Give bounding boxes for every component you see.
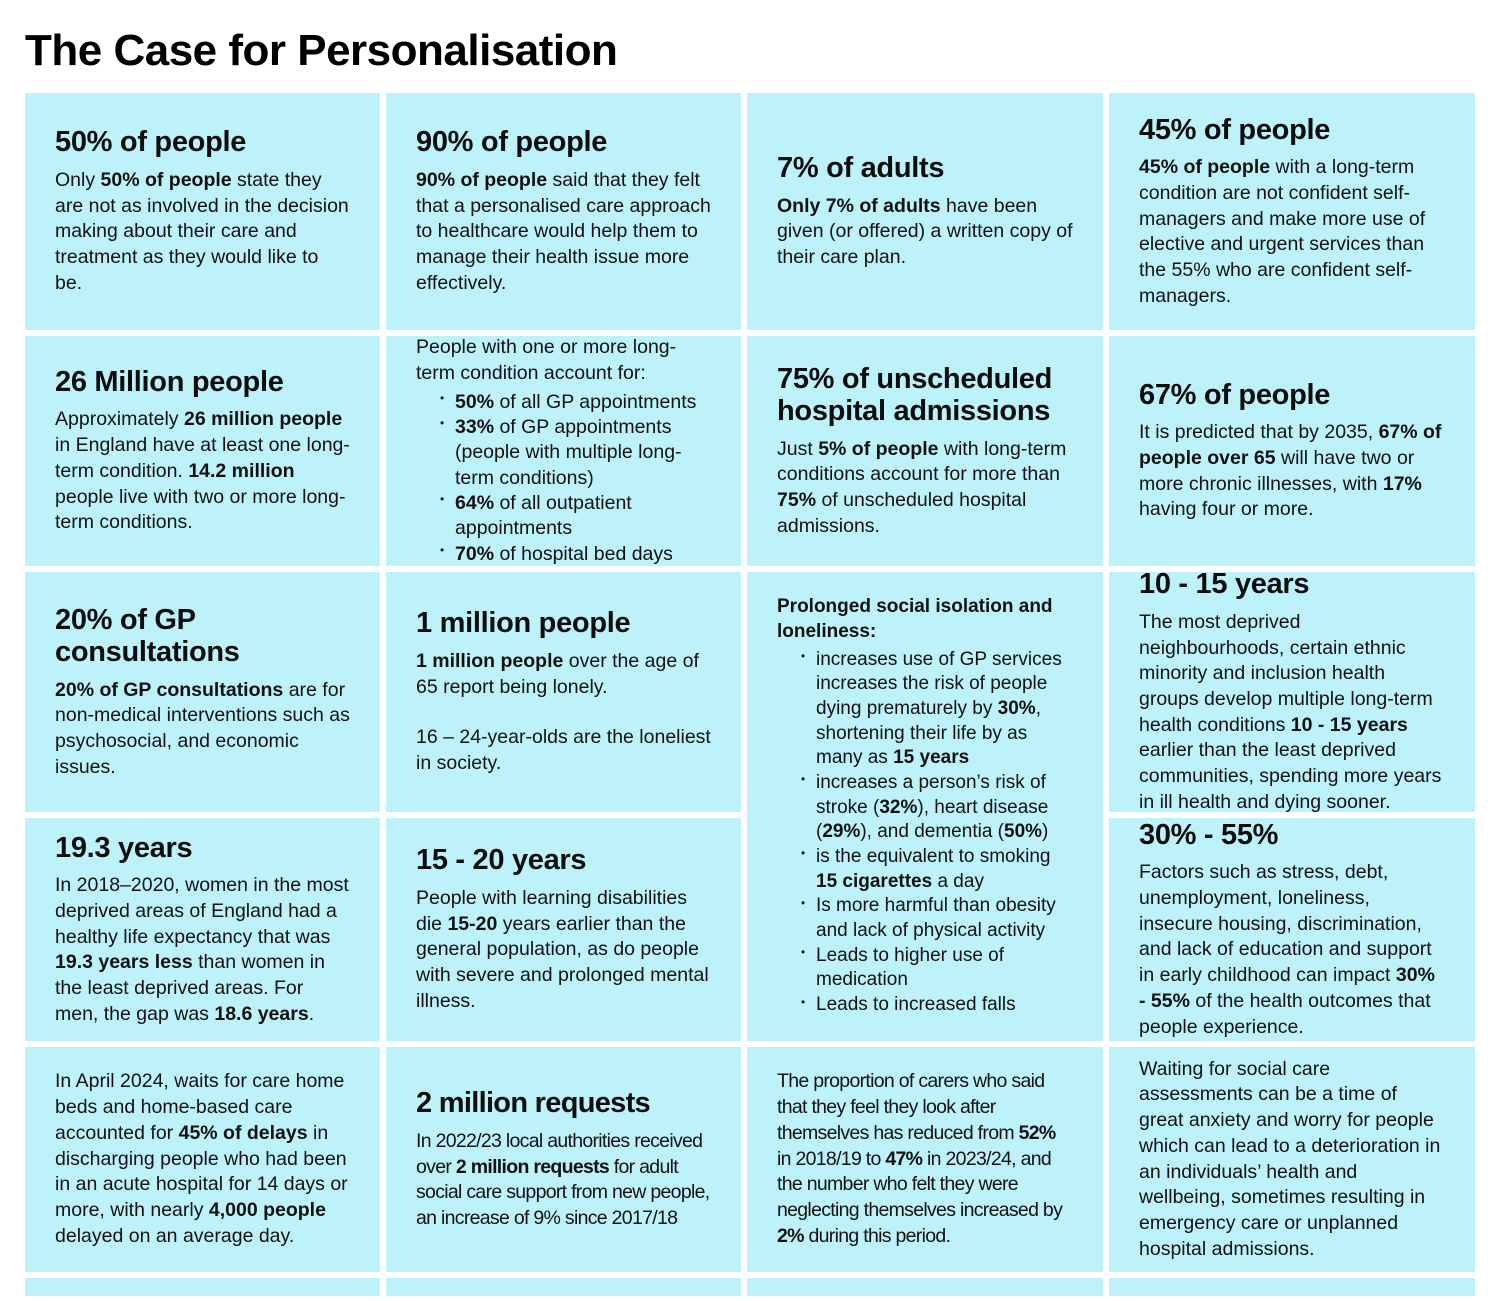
card-heading: 2 million requests bbox=[416, 1087, 651, 1120]
card-body: The most deprived neighbourhoods, certai… bbox=[1139, 610, 1442, 812]
bullet-item: 33% of GP appointments (people with mult… bbox=[440, 415, 711, 491]
card-body: Factors such as stress, debt, unemployme… bbox=[1139, 861, 1435, 1038]
card-20-percent-gp-consultations: 20% of GP consultations 20% of GP consul… bbox=[25, 572, 380, 812]
card-7-percent-of-adults: 7% of adults Only 7% of adults have been… bbox=[747, 93, 1103, 330]
cutoff-card-strip bbox=[1109, 1278, 1475, 1296]
card-heading: 10 - 15 years bbox=[1139, 572, 1310, 601]
card-30-55-percent: 30% - 55% Factors such as stress, debt, … bbox=[1109, 818, 1475, 1041]
card-body: 20% of GP consultations are for non-medi… bbox=[55, 678, 350, 778]
card-body: Just 5% of people with long-term conditi… bbox=[777, 437, 1067, 537]
card-body: 16 – 24-year-olds are the loneliest in s… bbox=[416, 726, 711, 774]
card-body: 45% of people with a long-term condition… bbox=[1139, 156, 1426, 307]
cutoff-card-strip bbox=[25, 1278, 380, 1296]
card-15-20-years: 15 - 20 years People with learning disab… bbox=[386, 818, 741, 1041]
card-heading: 50% of people bbox=[55, 126, 247, 159]
card-body: 1 million people over the age of 65 repo… bbox=[416, 649, 699, 698]
card-heading: 15 - 20 years bbox=[416, 844, 587, 877]
card-body: The proportion of carers who said that t… bbox=[777, 1070, 1063, 1247]
bullet-item: increases use of GP services increases t… bbox=[801, 648, 1073, 771]
card-heading: 7% of adults bbox=[777, 152, 945, 185]
card-45-percent-of-people: 45% of people 45% of people with a long-… bbox=[1109, 93, 1475, 330]
bullet-item: 70% of hospital bed days bbox=[440, 542, 711, 566]
card-67-percent-of-people: 67% of people It is predicted that by 20… bbox=[1109, 336, 1475, 566]
bullet-list: increases use of GP services increases t… bbox=[777, 648, 1073, 1018]
card-body: Only 50% of people state they are not as… bbox=[55, 168, 349, 294]
card-heading: 45% of people bbox=[1139, 113, 1331, 146]
card-long-term-condition-account: People with one or more long-term condit… bbox=[386, 336, 741, 566]
bullet-item: Leads to higher use of medication bbox=[801, 944, 1073, 993]
card-body: In April 2024, waits for care home beds … bbox=[55, 1070, 348, 1247]
card-10-15-years: 10 - 15 years The most deprived neighbou… bbox=[1109, 572, 1475, 812]
card-body: Only 7% of adults have been given (or of… bbox=[777, 194, 1073, 269]
card-april-2024-discharge-delays: In April 2024, waits for care home beds … bbox=[25, 1047, 380, 1272]
stat-card-grid: 50% of people Only 50% of people state t… bbox=[25, 93, 1475, 1296]
card-intro: People with one or more long-term condit… bbox=[416, 336, 677, 384]
bullet-item: 50% of all GP appointments bbox=[440, 390, 711, 415]
card-heading: 1 million people bbox=[416, 607, 631, 640]
card-75-percent-unscheduled-admissions: 75% of unscheduled hospital admissions J… bbox=[747, 336, 1103, 566]
bullet-item: increases a person’s risk of stroke (32%… bbox=[801, 771, 1073, 845]
card-90-percent-of-people: 90% of people 90% of people said that th… bbox=[386, 93, 741, 330]
card-body: Approximately 26 million people in Engla… bbox=[55, 408, 350, 534]
card-body: People with learning disabilities die 15… bbox=[416, 886, 709, 1012]
card-2-million-requests: 2 million requests In 2022/23 local auth… bbox=[386, 1047, 741, 1272]
card-body: In 2018–2020, women in the most deprived… bbox=[55, 874, 349, 1025]
card-heading: 19.3 years bbox=[55, 831, 193, 864]
card-body: In 2022/23 local authorities received ov… bbox=[416, 1129, 710, 1229]
cutoff-card-strip bbox=[747, 1278, 1103, 1296]
card-carers-proportion: The proportion of carers who said that t… bbox=[747, 1047, 1103, 1272]
card-heading: 67% of people bbox=[1139, 378, 1331, 411]
bullet-item: Is more harmful than obesity and lack of… bbox=[801, 894, 1073, 943]
card-1-million-people: 1 million people 1 million people over t… bbox=[386, 572, 741, 812]
card-body: It is predicted that by 2035, 67% of peo… bbox=[1139, 421, 1442, 521]
card-prolonged-social-isolation: Prolonged social isolation and lonelines… bbox=[747, 572, 1103, 1041]
card-waiting-social-care-assessments: Waiting for social care assessments can … bbox=[1109, 1047, 1475, 1272]
cutoff-card-strip bbox=[386, 1278, 741, 1296]
bullet-item: 64% of all outpatient appointments bbox=[440, 491, 711, 542]
page-title: The Case for Personalisation bbox=[25, 26, 618, 75]
bullet-item: Leads to increased falls bbox=[801, 993, 1073, 1018]
card-19-3-years: 19.3 years In 2018–2020, women in the mo… bbox=[25, 818, 380, 1041]
card-heading: 30% - 55% bbox=[1139, 818, 1279, 851]
card-body: 90% of people said that they felt that a… bbox=[416, 168, 711, 294]
card-heading: 20% of GP consultations bbox=[55, 603, 240, 669]
card-26-million-people: 26 Million people Approximately 26 milli… bbox=[25, 336, 380, 566]
bullet-list: 50% of all GP appointments33% of GP appo… bbox=[416, 390, 711, 566]
bullet-item: is the equivalent to smoking 15 cigarett… bbox=[801, 845, 1073, 894]
card-heading: 26 Million people bbox=[55, 365, 284, 398]
card-body: Waiting for social care assessments can … bbox=[1139, 1057, 1441, 1260]
card-heading: 90% of people bbox=[416, 126, 608, 159]
card-50-percent-of-people: 50% of people Only 50% of people state t… bbox=[25, 93, 380, 330]
card-heading: 75% of unscheduled hospital admissions bbox=[777, 362, 1052, 428]
card-intro: Prolonged social isolation and lonelines… bbox=[777, 596, 1053, 642]
